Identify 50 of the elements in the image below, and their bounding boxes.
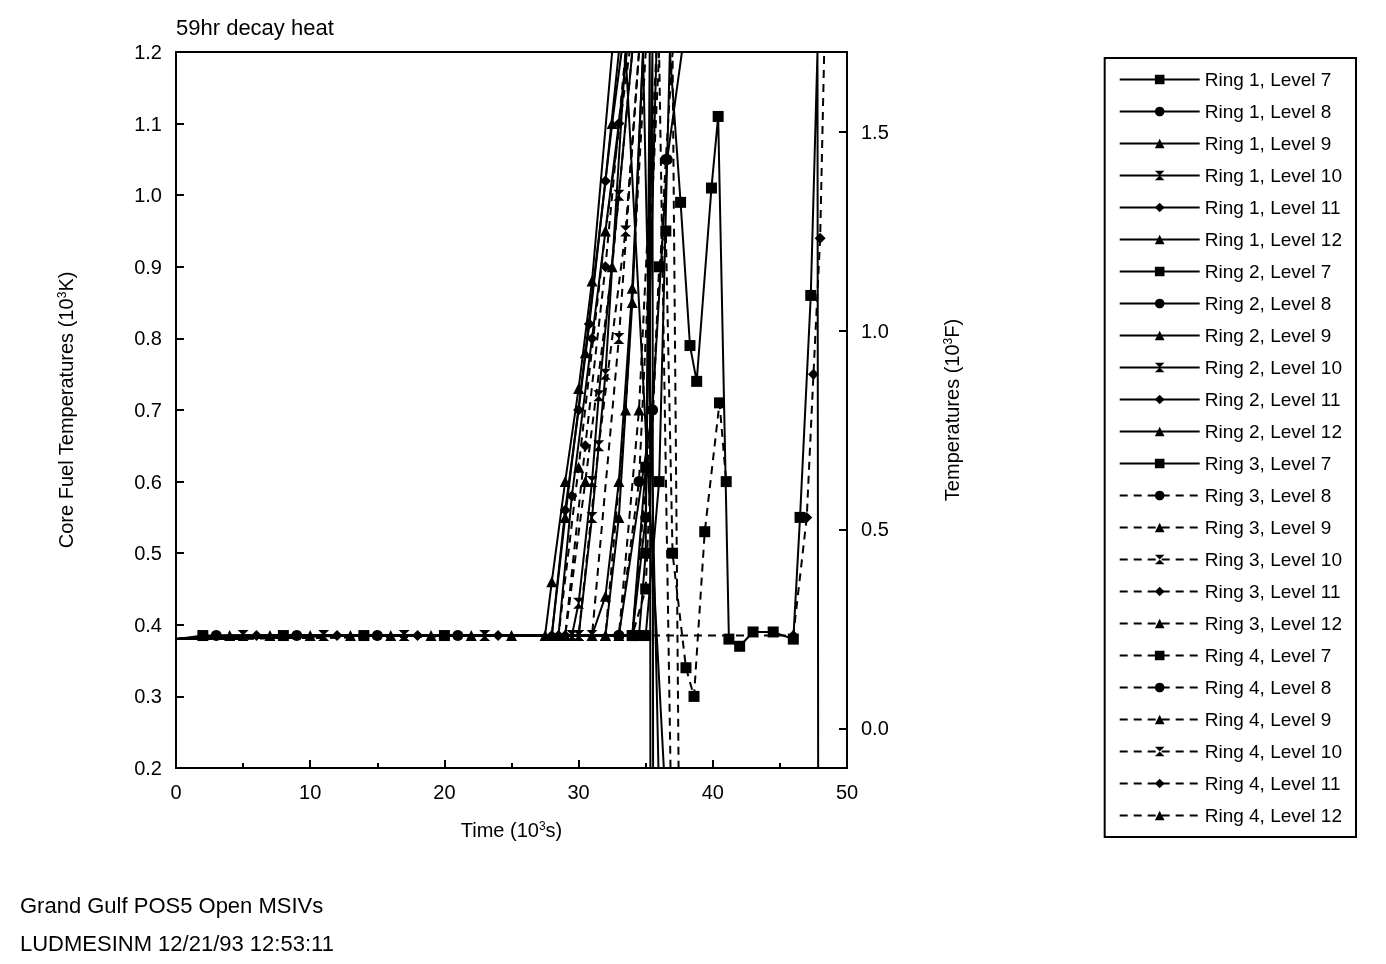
legend-label: Ring 2, Level 7: [1204, 261, 1332, 282]
y-tick-label: 0.6: [134, 470, 162, 493]
legend-label: Ring 3, Level 8: [1204, 485, 1332, 506]
legend-label: Ring 4, Level 10: [1204, 741, 1343, 762]
y2-tick-label: 0.5: [861, 518, 889, 541]
legend-label: Ring 1, Level 9: [1204, 133, 1332, 154]
y-tick-label: 0.2: [134, 757, 162, 779]
x-tick-label: 30: [567, 781, 590, 803]
legend-label: Ring 4, Level 11: [1204, 773, 1341, 794]
legend-label: Ring 3, Level 11: [1204, 581, 1341, 602]
legend-label: Ring 1, Level 11: [1204, 197, 1341, 218]
legend-label: Ring 1, Level 10: [1204, 165, 1343, 186]
y-tick-label: 1.1: [134, 112, 162, 135]
y2-tick-label: 1.5: [861, 120, 889, 143]
y-tick-label: 1.0: [134, 184, 162, 207]
y2-axis-title: Temperatures (103F): [941, 318, 963, 502]
chart-title: 59hr decay heat: [176, 14, 334, 40]
y-tick-label: 1.2: [134, 41, 162, 63]
legend-label: Ring 2, Level 12: [1204, 421, 1343, 442]
legend-label: Ring 3, Level 10: [1204, 549, 1343, 570]
legend-label: Ring 3, Level 9: [1204, 517, 1332, 538]
legend-label: Ring 4, Level 9: [1204, 709, 1332, 730]
legend-label: Ring 3, Level 12: [1204, 613, 1343, 634]
legend-label: Ring 1, Level 8: [1204, 101, 1332, 122]
legend-label: Ring 3, Level 7: [1204, 453, 1332, 474]
y-tick-label: 0.8: [134, 327, 162, 350]
x-tick-label: 20: [433, 781, 456, 803]
legend-label: Ring 2, Level 9: [1204, 325, 1332, 346]
y-tick-label: 0.5: [134, 542, 162, 565]
legend-label: Ring 2, Level 10: [1204, 357, 1343, 378]
legend-label: Ring 4, Level 12: [1204, 805, 1343, 826]
legend-label: Ring 4, Level 7: [1204, 645, 1332, 666]
x-tick-label: 40: [701, 781, 724, 803]
y-axis-title: Core Fuel Temperatures (103K): [55, 271, 77, 549]
legend-label: Ring 1, Level 12: [1204, 229, 1343, 250]
text: Grand Gulf POS5 Open MSIVs: [20, 892, 324, 918]
text: LUDMESINM 12/21/93 12:53:11: [20, 930, 334, 956]
legend-label: Ring 2, Level 11: [1204, 389, 1341, 410]
x-tick-label: 50: [835, 781, 859, 803]
y-tick-label: 0.7: [134, 399, 162, 421]
x-tick-label: 10: [299, 781, 322, 803]
legend-label: Ring 2, Level 8: [1204, 293, 1332, 314]
x-tick-label: 0: [170, 781, 182, 803]
y-tick-label: 0.4: [134, 613, 162, 636]
y-tick-label: 0.9: [134, 255, 162, 278]
y2-tick-label: 1.0: [861, 319, 889, 342]
y2-tick-label: 0.0: [861, 717, 889, 740]
legend-label: Ring 4, Level 8: [1204, 677, 1332, 698]
legend-label: Ring 1, Level 7: [1204, 69, 1332, 90]
y-tick-label: 0.3: [134, 685, 162, 708]
